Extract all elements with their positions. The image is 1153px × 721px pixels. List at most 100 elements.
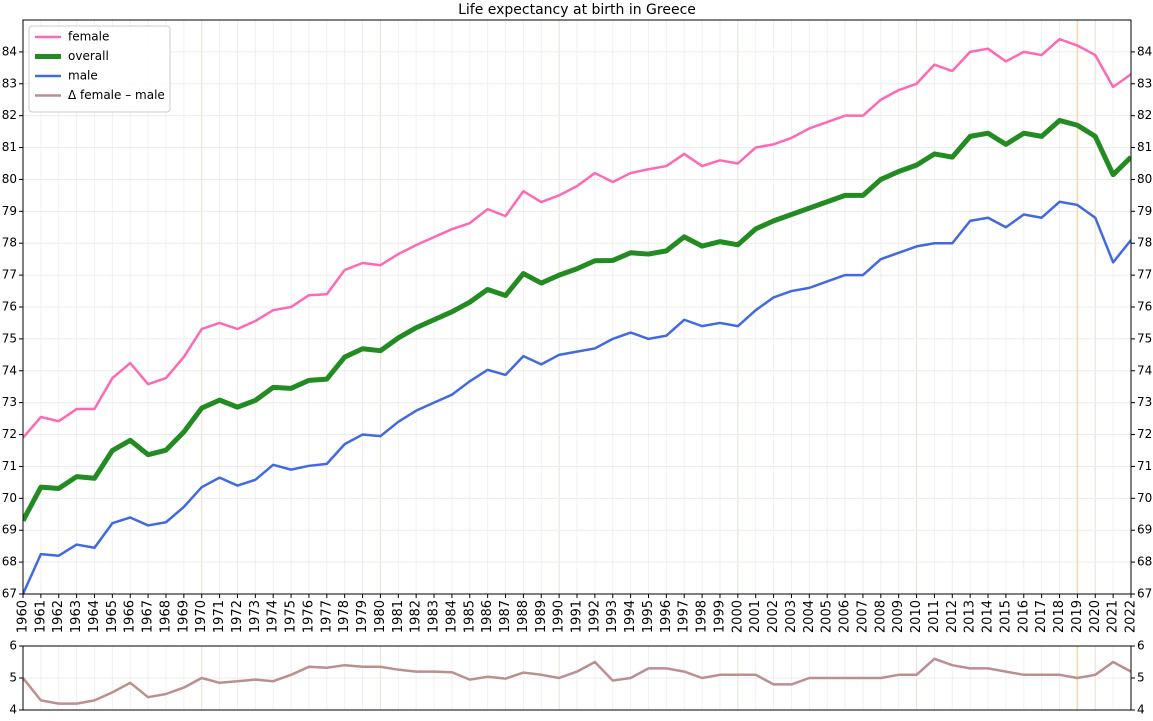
y-tick-label: 76 [2,300,17,314]
x-tick-label: 2020 [1088,600,1103,633]
series-line [23,117,1131,522]
series-line [23,37,1131,439]
y-tick-label-right: 82 [1137,108,1152,122]
x-tick-label: 1978 [337,600,352,633]
x-tick-label: 2019 [1070,600,1085,633]
y-tick-label-right: 67 [1137,587,1152,601]
legend-label: female [68,30,109,44]
x-tick-label: 1993 [605,600,620,633]
x-tick-label: 1998 [695,600,710,633]
x-tick-label: 2007 [855,600,870,633]
y-tick-label: 77 [2,268,17,282]
legend-label: Δ female – male [68,88,165,102]
y-tick-label-right: 74 [1137,363,1152,377]
x-tick-label: 2018 [1052,600,1067,633]
x-tick-label: 1970 [194,600,209,633]
x-tick-label: 1963 [69,600,84,633]
y-tick-label: 5 [9,671,17,685]
x-tick-label: 2010 [909,600,924,633]
x-tick-label: 2008 [873,600,888,633]
axes-frame [22,645,1132,711]
y-tick-label-right: 78 [1137,236,1152,250]
chart-title: Life expectancy at birth in Greece [458,2,696,18]
y-tick-label: 84 [2,44,17,58]
plot-area [23,37,1131,594]
y-tick-label-right: 83 [1137,76,1152,90]
y-tick-label-right: 75 [1137,331,1152,345]
x-tick-label: 1981 [391,600,406,633]
x-tick-label: 1972 [230,600,245,633]
x-tick-label: 1974 [266,600,281,633]
x-tick-label: 1966 [123,600,138,633]
y-tick-label-right: 71 [1137,459,1152,473]
x-tick-label: 1977 [319,600,334,633]
x-tick-label: 2001 [748,600,763,633]
y-tick-label: 67 [2,587,17,601]
legend-box [28,25,171,113]
y-tick-label: 71 [2,459,17,473]
y-tick-label: 4 [9,703,17,717]
y-tick-label-right: 5 [1137,671,1145,685]
x-tick-label: 1968 [158,600,173,633]
y-tick-label: 72 [2,427,17,441]
x-tick-label: 1971 [212,600,227,633]
x-tick-label: 1990 [552,600,567,633]
x-tick-label: 2012 [945,600,960,633]
y-tick-label-right: 69 [1137,523,1152,537]
x-tick-label: 1965 [105,600,120,633]
y-tick-label-right: 76 [1137,300,1152,314]
y-tick-label-right: 73 [1137,395,1152,409]
y-tick-label-right: 84 [1137,44,1152,58]
x-tick-label: 1976 [301,600,316,633]
y-tick-label-right: 4 [1137,703,1145,717]
legend: female overall male Δ female – male [28,25,171,113]
x-tick-label: 1982 [409,600,424,633]
y-tick-label: 79 [2,204,17,218]
x-tick-label: 1988 [516,600,531,633]
x-tick-label: 1975 [284,600,299,633]
y-tick-label-right: 68 [1137,555,1152,569]
y-tick-label: 74 [2,363,17,377]
series-line [23,657,1131,705]
x-tick-label: 2016 [1016,600,1031,633]
x-tick-label: 2004 [802,600,817,633]
x-tick-label: 1969 [176,600,191,633]
x-tick-label: 1992 [587,600,602,633]
x-tick-label: 1987 [498,600,513,633]
x-tick-label: 1984 [444,600,459,633]
y-tick-label: 70 [2,491,17,505]
x-tick-label: 2000 [730,600,745,633]
x-tick-label: 2014 [981,600,996,633]
legend-label: overall [68,49,109,63]
y-tick-label: 68 [2,555,17,569]
x-tick-label: 2022 [1124,600,1139,633]
y-tick-label: 83 [2,76,17,90]
x-tick-label: 2006 [838,600,853,633]
x-tick-label: 2021 [1106,600,1121,633]
x-tick-label: 2011 [927,600,942,633]
x-tick-label: 1973 [248,600,263,633]
x-tick-label: 2003 [784,600,799,633]
x-tick-label: 1991 [570,600,585,633]
y-tick-label: 73 [2,395,17,409]
x-tick-label: 1999 [712,600,727,633]
axes-frame [22,19,1132,595]
y-tick-label-right: 6 [1137,639,1145,653]
y-tick-label-right: 77 [1137,268,1152,282]
y-tick-label-right: 80 [1137,172,1152,186]
x-tick-label: 1996 [659,600,674,633]
x-tick-label: 1989 [534,600,549,633]
y-tick-label: 78 [2,236,17,250]
x-tick-label: 1997 [677,600,692,633]
x-tick-label: 1964 [87,600,102,633]
legend-label: male [68,69,98,83]
y-tick-label: 81 [2,140,17,154]
y-tick-label: 75 [2,331,17,345]
y-tick-label: 69 [2,523,17,537]
x-tick-label: 2015 [998,600,1013,633]
y-tick-label-right: 70 [1137,491,1152,505]
series-line [23,200,1131,594]
x-tick-label: 1986 [480,600,495,633]
x-tick-label: 1980 [373,600,388,633]
plot-area [23,657,1131,705]
